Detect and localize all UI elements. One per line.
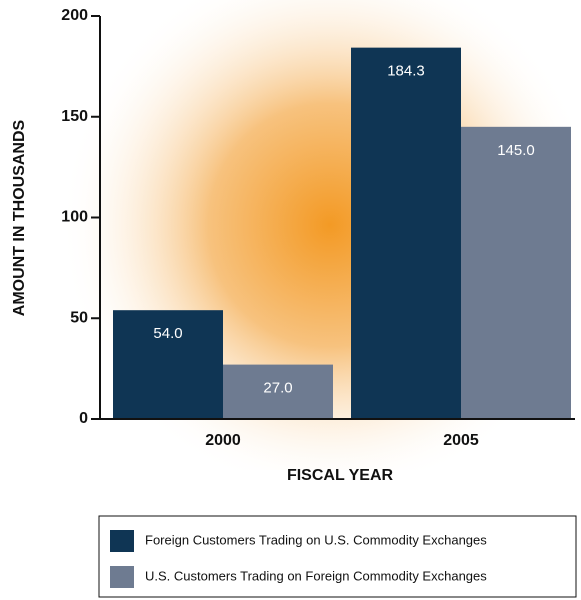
legend-label: U.S. Customers Trading on Foreign Commod… [145,568,487,583]
legend-swatch [110,530,134,552]
value-label: 27.0 [263,380,292,397]
value-label: 145.0 [497,142,535,159]
value-label: 54.0 [153,325,182,342]
x-axis-label: FISCAL YEAR [287,467,394,484]
bar [461,126,571,419]
legend-box [98,515,577,598]
legend-label: Foreign Customers Trading on U.S. Commod… [145,532,487,547]
bar [223,364,333,419]
value-label: 184.3 [387,63,425,80]
y-tick-label: 100 [61,209,88,226]
y-axis-label: AMOUNT IN THOUSANDS [11,119,28,316]
y-tick-label: 0 [79,410,88,427]
y-tick-label: 150 [61,108,88,125]
y-tick-label: 200 [61,7,88,24]
bar [351,47,461,419]
y-tick-label: 50 [70,309,88,326]
x-tick-label: 2005 [443,432,479,449]
x-tick-label: 2000 [205,432,241,449]
bar [113,310,223,419]
legend-swatch [110,566,134,588]
